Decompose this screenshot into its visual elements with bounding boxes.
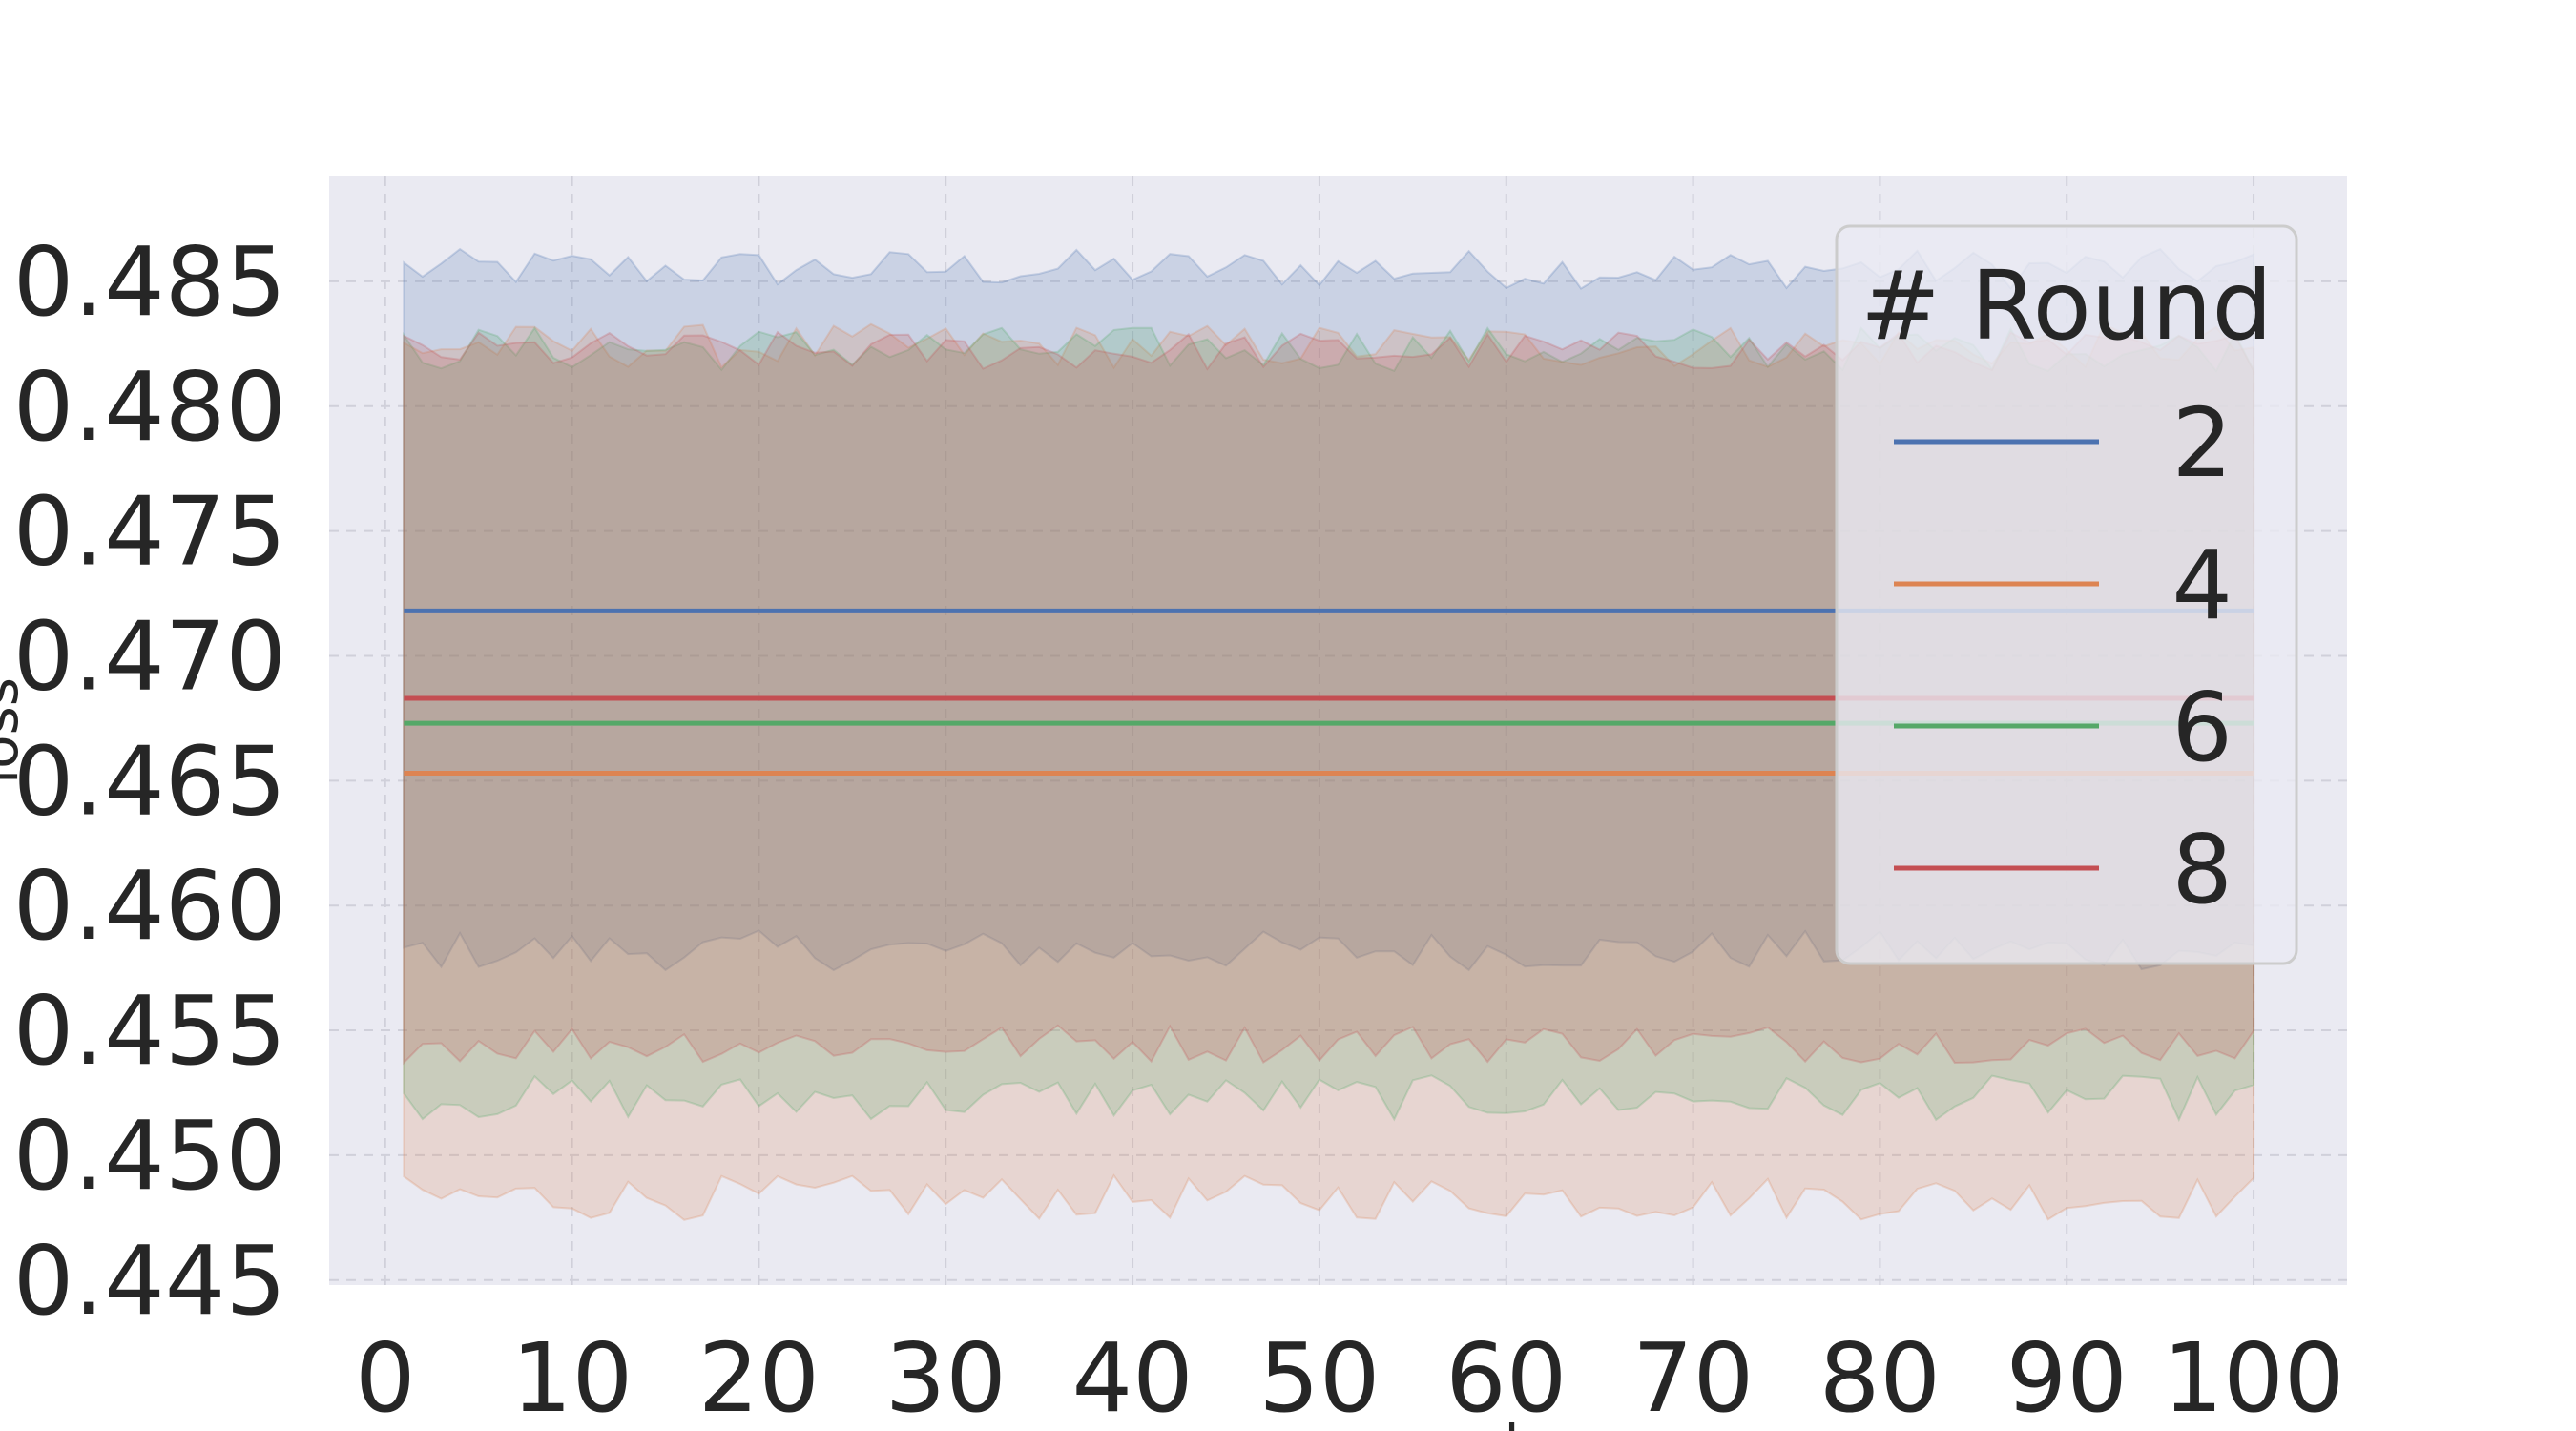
legend: # Round 2 4 6 8 <box>1835 224 2298 965</box>
x-tick-label: 50 <box>1258 1322 1380 1431</box>
legend-label-8: 8 <box>2171 814 2233 925</box>
x-tick-label: 0 <box>355 1322 416 1431</box>
x-tick-labels: 0 10 20 30 40 50 60 70 80 90 100 <box>355 1322 2345 1431</box>
y-tick-label: 0.460 <box>13 850 286 962</box>
y-tick-label: 0.465 <box>13 725 286 837</box>
y-tick-labels: 0.445 0.450 0.455 0.460 0.465 0.470 0.475 0.480… <box>13 226 286 1337</box>
x-tick-label: 80 <box>1819 1322 1941 1431</box>
x-tick-label: 70 <box>1632 1322 1754 1431</box>
x-axis-label: server_round <box>1156 1413 1520 1431</box>
x-tick-label: 90 <box>2006 1322 2128 1431</box>
y-tick-label: 0.485 <box>13 226 286 338</box>
legend-label-2: 2 <box>2171 387 2233 499</box>
x-tick-label: 30 <box>885 1322 1007 1431</box>
y-tick-label: 0.470 <box>13 600 286 712</box>
legend-items: 2 4 6 8 <box>1894 387 2233 925</box>
x-tick-label: 100 <box>2163 1322 2345 1431</box>
legend-label-4: 4 <box>2171 529 2233 641</box>
legend-label-6: 6 <box>2171 672 2233 783</box>
y-tick-label: 0.475 <box>13 476 286 588</box>
y-tick-label: 0.455 <box>13 975 286 1087</box>
y-tick-label: 0.450 <box>13 1100 286 1212</box>
y-axis-label: loss <box>0 677 31 784</box>
legend-box <box>1835 224 2298 965</box>
x-tick-label: 10 <box>511 1322 633 1431</box>
y-tick-label: 0.480 <box>13 351 286 463</box>
x-tick-label: 60 <box>1445 1322 1567 1431</box>
x-tick-label: 40 <box>1071 1322 1193 1431</box>
legend-title: # Round <box>1860 250 2273 362</box>
y-tick-label: 0.445 <box>13 1225 286 1337</box>
x-tick-label: 20 <box>698 1322 820 1431</box>
